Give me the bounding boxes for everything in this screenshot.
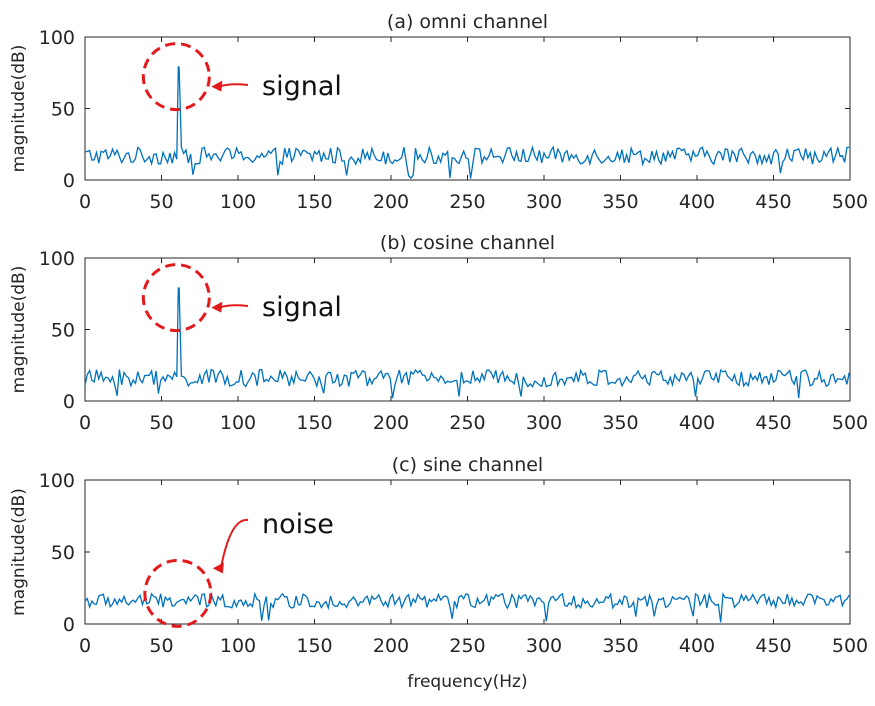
spectrum-line bbox=[84, 287, 850, 399]
chart-panel-0: (a) omni channel 0 50 100 150 200 250 300 350 400… bbox=[9, 11, 868, 213]
x-tick-label: 350 bbox=[602, 635, 638, 657]
x-tick-label: 50 bbox=[149, 635, 173, 657]
x-tick-label: 350 bbox=[602, 191, 638, 213]
x-tick-label: 250 bbox=[449, 191, 485, 213]
x-tick-label: 100 bbox=[220, 635, 256, 657]
spectrum-line bbox=[84, 591, 850, 623]
arrow-head-icon bbox=[212, 562, 224, 574]
x-tick-label: 0 bbox=[79, 412, 91, 434]
panel-title: (c) sine channel bbox=[392, 454, 543, 476]
x-tick-label: 200 bbox=[373, 635, 409, 657]
x-tick-label: 400 bbox=[679, 635, 715, 657]
x-tick-label: 250 bbox=[449, 412, 485, 434]
x-tick-label: 200 bbox=[373, 191, 409, 213]
x-tick-label: 450 bbox=[755, 635, 791, 657]
x-tick-label: 150 bbox=[296, 412, 332, 434]
spectrum-line bbox=[84, 66, 850, 180]
y-axis-label: magnitude(dB) bbox=[9, 488, 29, 616]
y-tick-label: 50 bbox=[51, 99, 75, 121]
annotation-label: noise bbox=[262, 509, 334, 540]
annotation-arrow bbox=[219, 83, 249, 88]
arrow-head-icon bbox=[211, 301, 223, 313]
x-tick-label: 0 bbox=[79, 191, 91, 213]
x-tick-label: 450 bbox=[755, 412, 791, 434]
x-tick-label: 500 bbox=[832, 191, 868, 213]
annotation-circle bbox=[141, 263, 211, 333]
chart-panel-1: (b) cosine channel 0 50 100 150 200 250 300 350 4… bbox=[9, 232, 868, 434]
x-tick-label: 350 bbox=[602, 412, 638, 434]
arrow-head-icon bbox=[211, 80, 223, 92]
x-tick-label: 200 bbox=[373, 412, 409, 434]
x-tick-label: 100 bbox=[220, 412, 256, 434]
chart-panel-2: (c) sine channel 0 50 100 150 200 250 300 350 400… bbox=[9, 454, 868, 692]
y-tick-label: 0 bbox=[63, 170, 75, 192]
x-tick-label: 0 bbox=[79, 635, 91, 657]
x-tick-label: 150 bbox=[296, 191, 332, 213]
x-tick-label: 50 bbox=[149, 191, 173, 213]
x-tick-label: 450 bbox=[755, 191, 791, 213]
x-tick-label: 300 bbox=[526, 191, 562, 213]
x-axis-label: frequency(Hz) bbox=[407, 672, 527, 692]
annotation-label: signal bbox=[262, 71, 342, 102]
x-tick-label: 50 bbox=[149, 412, 173, 434]
y-axis-label: magnitude(dB) bbox=[9, 45, 29, 173]
annotation-circle bbox=[143, 558, 213, 628]
annotation-circle bbox=[141, 42, 211, 112]
x-tick-label: 400 bbox=[679, 191, 715, 213]
y-tick-label: 0 bbox=[63, 391, 75, 413]
x-tick-label: 300 bbox=[526, 635, 562, 657]
y-tick-label: 100 bbox=[39, 248, 75, 270]
y-tick-label: 0 bbox=[63, 614, 75, 636]
y-tick-label: 50 bbox=[51, 542, 75, 564]
x-tick-label: 300 bbox=[526, 412, 562, 434]
x-tick-label: 400 bbox=[679, 412, 715, 434]
y-tick-label: 100 bbox=[39, 470, 75, 492]
x-tick-label: 500 bbox=[832, 635, 868, 657]
panel-title: (a) omni channel bbox=[387, 11, 548, 33]
x-tick-label: 150 bbox=[296, 635, 332, 657]
x-tick-label: 100 bbox=[220, 191, 256, 213]
annotation-arrow bbox=[219, 304, 249, 309]
x-tick-label: 500 bbox=[832, 412, 868, 434]
y-tick-label: 100 bbox=[39, 27, 75, 49]
y-tick-label: 50 bbox=[51, 320, 75, 342]
panel-title: (b) cosine channel bbox=[380, 232, 555, 254]
x-tick-label: 250 bbox=[449, 635, 485, 657]
annotation-arrow bbox=[219, 518, 249, 569]
y-axis-label: magnitude(dB) bbox=[9, 266, 29, 394]
annotation-label: signal bbox=[262, 292, 342, 323]
